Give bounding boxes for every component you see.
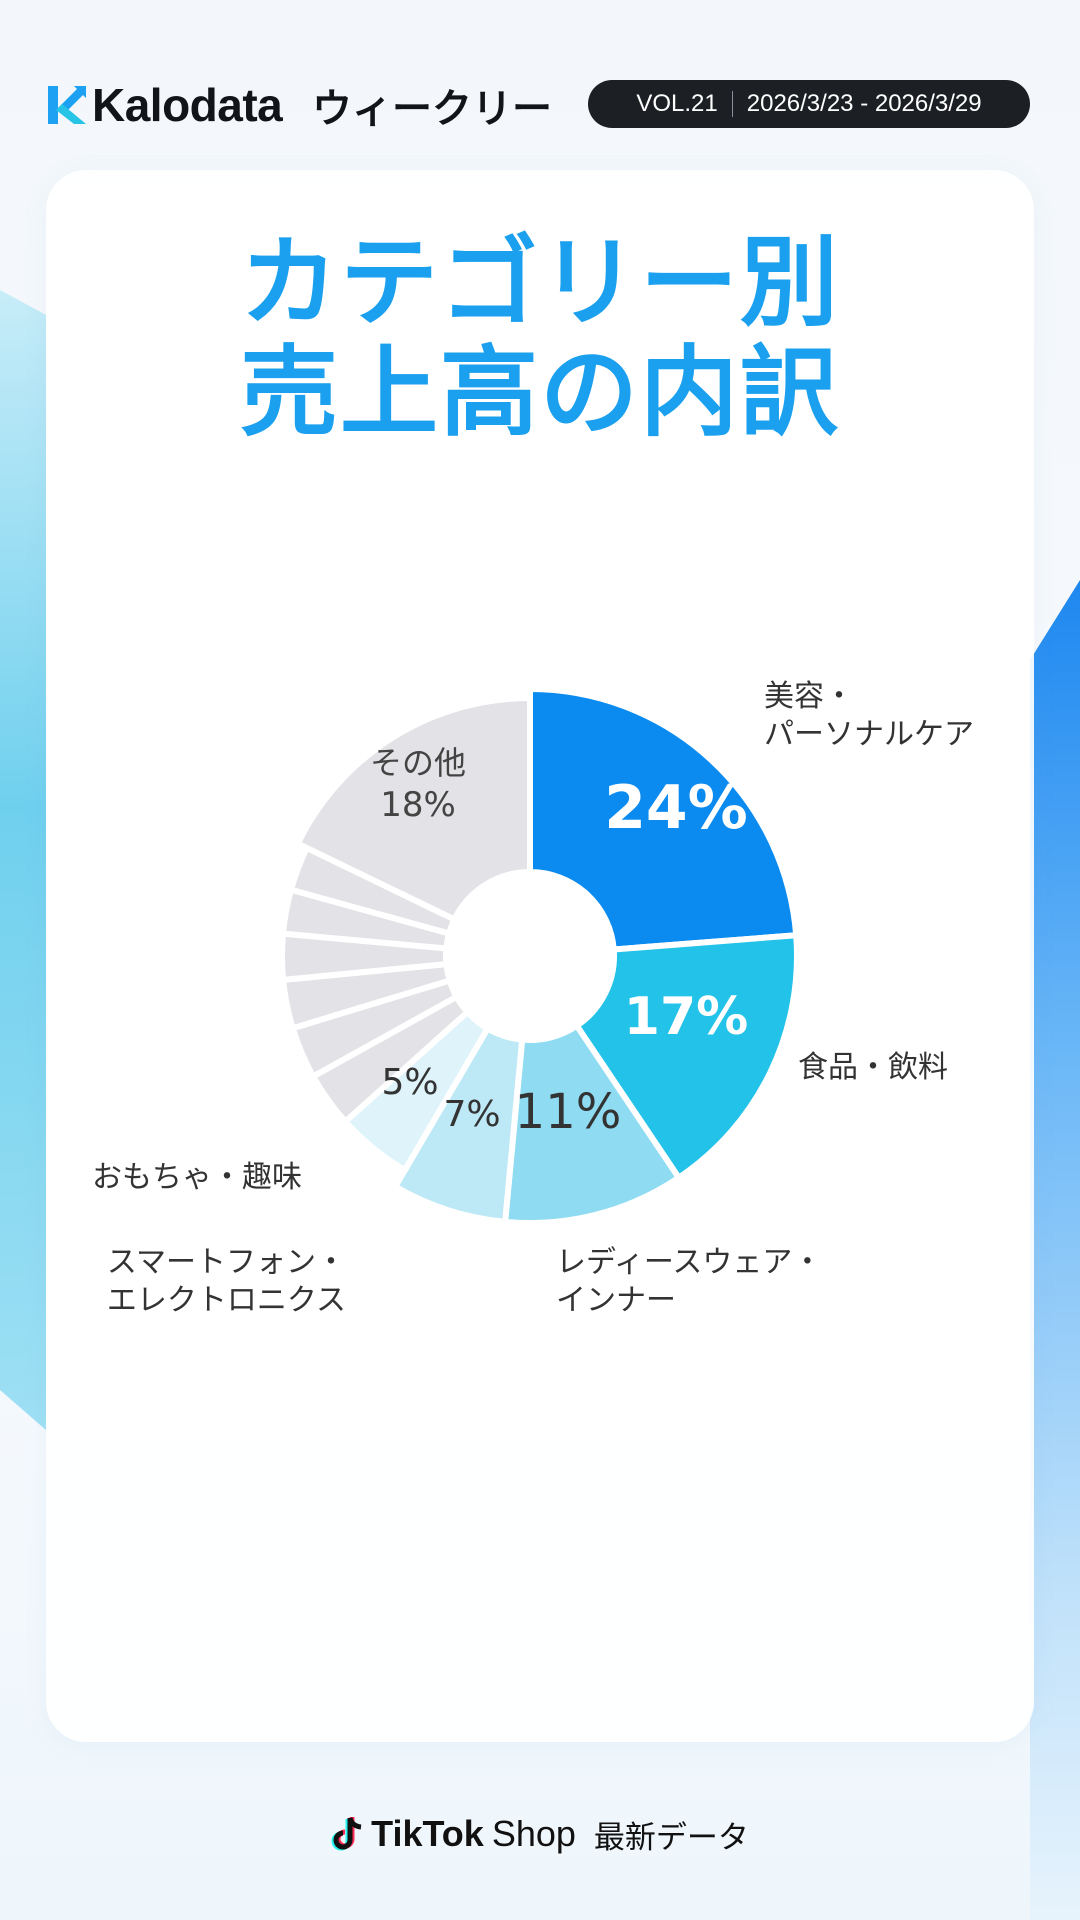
- category-label-レディースウェア-インナー-line2: インナー: [556, 1283, 676, 1318]
- volume-number: VOL.21: [636, 90, 718, 117]
- footer: TikTok Shop 最新データ: [0, 1806, 1080, 1862]
- title-line-2: 売上高の内訳: [239, 336, 840, 450]
- tiktok-logo-icon: [331, 1817, 362, 1851]
- kalodata-logo-icon: [48, 86, 86, 124]
- title-line-1: カテゴリー別: [239, 226, 840, 340]
- date-range: 2026/3/23 - 2026/3/29: [746, 90, 982, 117]
- weekly-label: ウィークリー: [312, 86, 552, 132]
- content-card: [46, 170, 1034, 1742]
- brand-name: Kalodata: [92, 79, 283, 131]
- slice-その他: [294, 695, 533, 923]
- value-label-その他: 18%: [380, 785, 456, 825]
- value-label-レディースウェア-インナー: 11%: [515, 1084, 622, 1140]
- tiktok-brand: TikTok: [371, 1813, 484, 1854]
- tiktok-shop-label: Shop: [491, 1813, 576, 1854]
- badge-divider: [731, 91, 733, 117]
- value-label-おもちゃ-趣味: 5%: [381, 1062, 438, 1103]
- category-label-スマートフォン-エレクトロニクス-line2: エレクトロニクス: [107, 1283, 346, 1318]
- category-label-レディースウェア-インナー: レディースウェア・: [556, 1245, 822, 1280]
- right-accent-decoration: [1030, 580, 1080, 1920]
- slice-美容-パーソナルケア: [527, 686, 800, 953]
- left-accent-decoration: [0, 290, 46, 1430]
- latest-data-label: 最新データ: [593, 1819, 749, 1856]
- value-label-美容-パーソナルケア: 24%: [604, 773, 748, 843]
- category-label-美容-パーソナルケア-line2: パーソナルケア: [764, 717, 974, 752]
- slice-食品-飲料: [573, 932, 800, 1181]
- page-title: カテゴリー別 売上高の内訳: [0, 228, 1080, 448]
- category-label-その他: その他: [370, 744, 466, 782]
- slice-レディースウェア-インナー: [502, 1022, 682, 1226]
- category-label-おもちゃ-趣味: おもちゃ・趣味: [92, 1160, 302, 1195]
- category-label-スマートフォン-エレクトロニクス: スマートフォン・: [107, 1245, 346, 1280]
- value-label-スマートフォン-エレクトロニクス: 7%: [443, 1094, 500, 1135]
- header: Kalodata ウィークリー VOL.21 2026/3/23 - 2026/…: [0, 0, 1080, 160]
- value-label-食品-飲料: 17%: [624, 987, 748, 1047]
- kalodata-logo: Kalodata: [46, 79, 283, 131]
- issue-badge: VOL.21 2026/3/23 - 2026/3/29: [588, 80, 1030, 128]
- slice-スマートフォン-エレクトロニクス: [392, 1025, 526, 1225]
- category-label-食品-飲料: 食品・飲料: [798, 1050, 948, 1085]
- category-label-美容-パーソナルケア: 美容・: [764, 679, 854, 714]
